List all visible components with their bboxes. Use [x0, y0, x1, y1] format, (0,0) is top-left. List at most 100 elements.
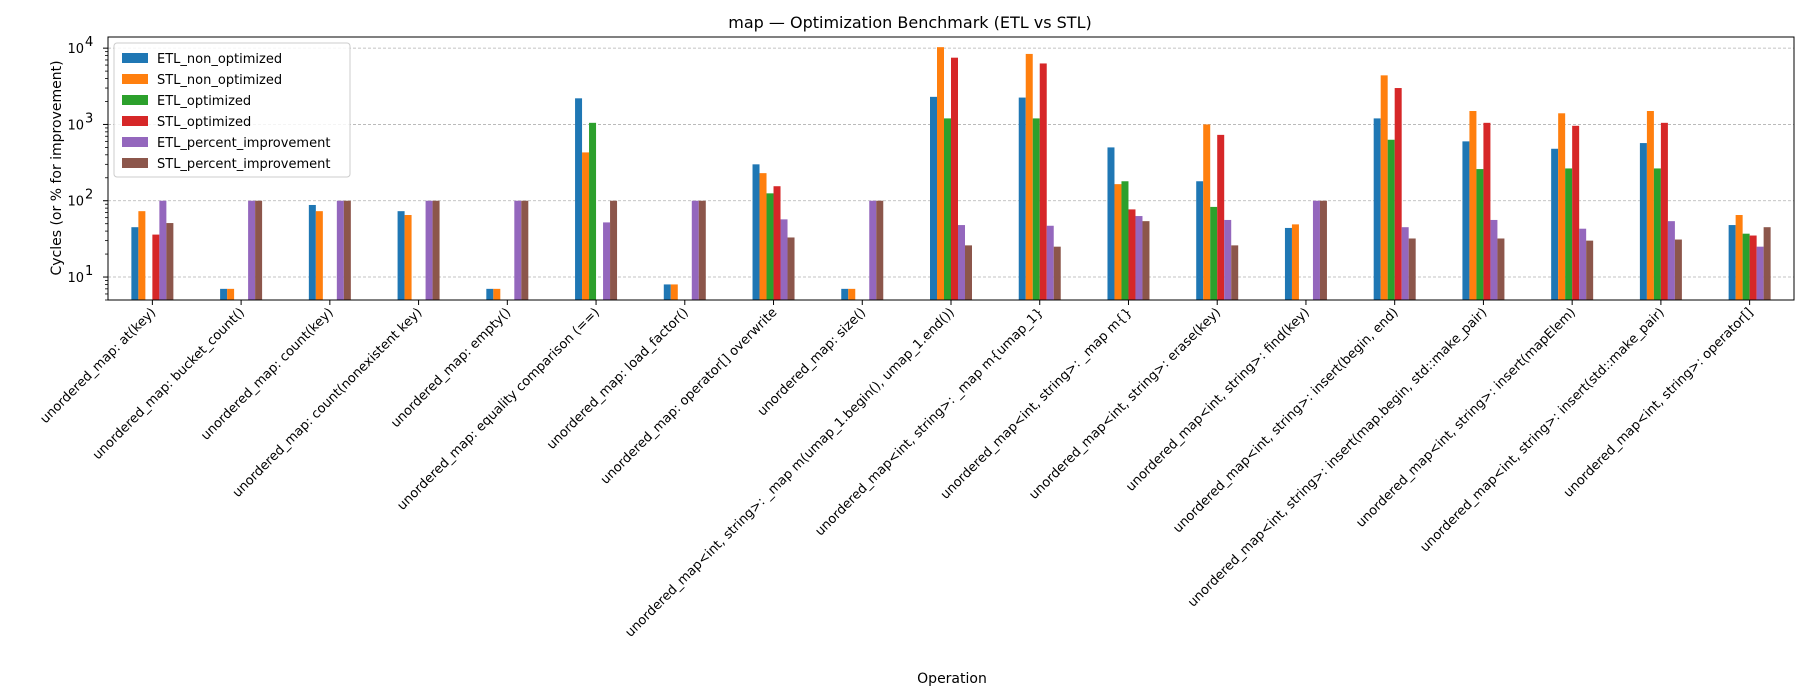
bar	[1224, 219, 1232, 300]
bar	[1217, 134, 1225, 300]
bar	[848, 288, 856, 300]
chart-title: map — Optimization Benchmark (ETL vs STL…	[728, 13, 1091, 32]
bar	[255, 200, 263, 300]
bar	[691, 200, 699, 300]
bar	[1667, 221, 1675, 300]
bar	[1380, 75, 1388, 301]
bar	[315, 211, 323, 300]
bar	[1490, 219, 1498, 300]
bar	[1210, 206, 1218, 300]
bar	[152, 234, 160, 300]
bar	[486, 288, 494, 300]
y-tick-exponent: 2	[85, 188, 93, 203]
bar	[1128, 209, 1136, 300]
y-axis-label: Cycles (or % for improvement)	[49, 60, 65, 275]
bar	[336, 200, 344, 300]
legend-swatch	[122, 158, 148, 168]
bar	[432, 200, 440, 300]
bar	[1735, 215, 1743, 300]
bar	[869, 200, 877, 300]
x-axis-label: Operation	[917, 671, 987, 687]
bar	[773, 186, 781, 300]
bar	[248, 200, 256, 300]
bar	[1756, 246, 1764, 300]
y-tick-exponent: 4	[85, 35, 93, 50]
bar	[404, 215, 412, 300]
bar	[1763, 227, 1771, 300]
bar	[1749, 235, 1757, 300]
bar	[1142, 221, 1150, 300]
bar	[603, 222, 611, 300]
legend-label: STL_non_optimized	[157, 73, 282, 88]
bar	[937, 47, 944, 300]
bar	[958, 225, 965, 300]
bar	[1107, 147, 1115, 300]
bar	[220, 288, 228, 300]
bar	[575, 98, 583, 300]
bar	[1121, 181, 1129, 300]
bar	[1497, 238, 1505, 300]
bar	[1373, 118, 1381, 300]
bar	[1319, 200, 1327, 300]
legend-label: ETL_non_optimized	[157, 52, 282, 67]
bar	[1291, 224, 1299, 300]
bar	[1196, 181, 1204, 300]
bar	[1483, 122, 1491, 300]
bar	[397, 211, 405, 300]
bar	[582, 152, 590, 300]
bar	[1203, 124, 1211, 300]
legend-swatch	[122, 74, 148, 84]
bar	[1579, 228, 1587, 300]
bar	[698, 200, 706, 300]
bar	[425, 200, 433, 300]
bar	[787, 237, 795, 300]
bar	[780, 219, 788, 300]
bar	[759, 173, 767, 300]
bar	[1114, 184, 1122, 300]
bar	[1408, 238, 1416, 300]
bar	[514, 200, 522, 300]
y-tick-label: 10	[67, 42, 84, 57]
bar	[1742, 233, 1750, 300]
y-tick-exponent: 3	[85, 111, 93, 126]
y-tick-exponent: 1	[85, 264, 93, 279]
bar	[166, 223, 174, 300]
bar	[1565, 168, 1573, 300]
bar	[670, 284, 678, 300]
legend-box	[113, 42, 351, 178]
bar	[930, 96, 937, 300]
bar	[308, 204, 316, 300]
bar	[766, 193, 774, 300]
bar	[1462, 141, 1470, 300]
bar	[610, 200, 618, 300]
legend-label: ETL_percent_improvement	[157, 136, 330, 151]
bar	[1039, 63, 1047, 301]
bar	[876, 200, 884, 300]
bar	[1053, 246, 1061, 300]
bar	[493, 288, 501, 300]
y-tick-label: 10	[67, 195, 84, 210]
legend-swatch	[122, 53, 148, 63]
bar	[521, 200, 529, 300]
legend-label: STL_optimized	[157, 115, 251, 130]
legend-swatch	[122, 116, 148, 126]
bar	[1674, 239, 1682, 300]
legend: ETL_non_optimized STL_non_optimized ETL_op…	[113, 42, 351, 178]
bar	[1032, 118, 1040, 300]
bar	[1646, 111, 1654, 300]
y-tick-label: 10	[67, 118, 84, 133]
bar	[1469, 111, 1477, 300]
bar	[944, 118, 951, 300]
y-tick-label: 10	[67, 271, 84, 286]
bar	[663, 284, 671, 300]
bar	[1387, 139, 1395, 300]
bar	[1558, 113, 1566, 300]
bar	[951, 57, 958, 300]
legend-label: STL_percent_improvement	[157, 157, 330, 172]
bar	[841, 288, 849, 300]
bar	[1025, 53, 1033, 301]
bar	[752, 164, 760, 300]
bar	[1572, 125, 1580, 300]
